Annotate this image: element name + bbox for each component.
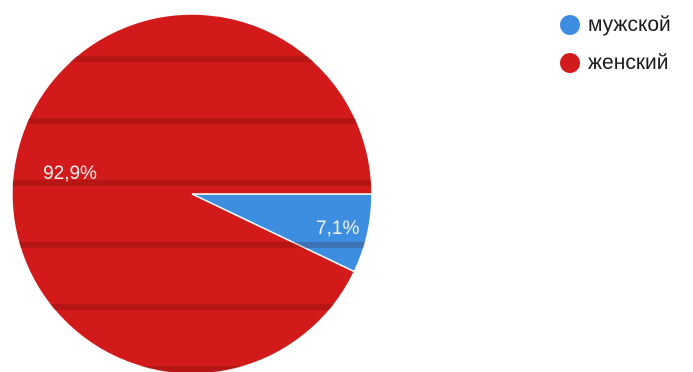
legend: мужской женский [560,10,693,86]
legend-item-female[interactable]: женский [560,48,693,78]
pie-slice-labels: 7,1% 92,9% [43,163,359,239]
legend-item-male[interactable]: мужской [560,10,693,40]
pie-label-male: 7,1% [316,218,359,239]
pie-label-female: 92,9% [43,163,97,184]
legend-label-female: женский [588,51,669,74]
legend-swatch-female [560,53,580,73]
legend-label-male: мужской [588,13,671,36]
legend-swatch-male [560,15,580,35]
